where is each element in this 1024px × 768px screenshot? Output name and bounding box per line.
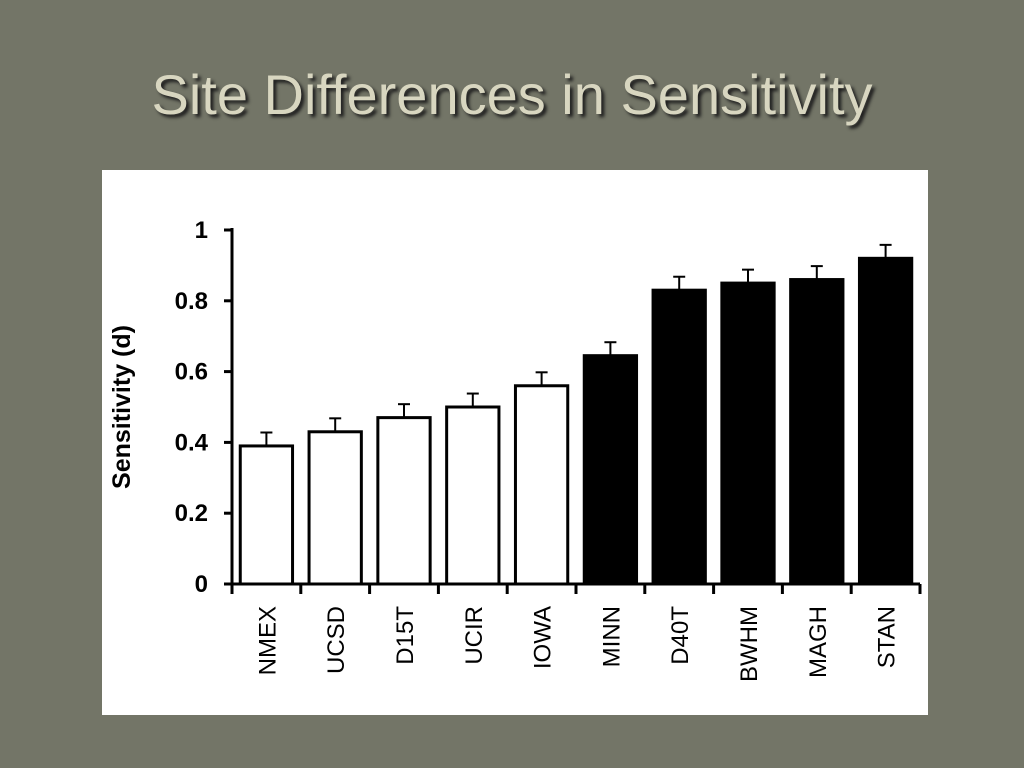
bar-chart: 0 0.2 0.4 0.6 0.8 1 NMEX UCSD D15T UCIR IOWA MINN D4… — [108, 217, 922, 682]
y-tick-label: 0.2 — [175, 500, 208, 527]
y-tick-label: 0.8 — [175, 288, 208, 315]
x-category-label: D15T — [392, 606, 419, 665]
y-tick-label: 1 — [195, 217, 208, 244]
x-category-label: D40T — [667, 606, 694, 665]
bar-minn — [582, 354, 639, 586]
x-category-label: NMEX — [254, 606, 281, 675]
bar-iowa — [513, 384, 570, 586]
bar-d15t — [376, 416, 432, 586]
y-tick-label: 0 — [195, 571, 208, 598]
x-category-label: BWHM — [736, 606, 763, 682]
x-category-label: UCIR — [461, 606, 488, 665]
bar-ucir — [445, 405, 501, 586]
x-category-label: IOWA — [530, 606, 557, 669]
axes-layer — [224, 228, 922, 594]
bar-bwhm — [720, 281, 776, 586]
x-category-label: UCSD — [323, 606, 350, 674]
x-category-label: MAGH — [805, 606, 832, 678]
bar-magh — [789, 278, 845, 586]
bar-ucsd — [307, 430, 363, 586]
y-tick-label: 0.6 — [175, 359, 208, 386]
bar-stan — [857, 256, 914, 586]
bars-layer — [238, 243, 914, 586]
y-tick-label: 0.4 — [175, 429, 209, 456]
bar-d40t — [651, 288, 707, 586]
y-axis-label: Sensitivity (d) — [108, 325, 136, 489]
chart-panel: 0 0.2 0.4 0.6 0.8 1 NMEX UCSD D15T UCIR IOWA MINN D4… — [102, 170, 928, 715]
x-category-label: MINN — [598, 606, 625, 667]
slide-title: Site Differences in Sensitivity — [151, 63, 873, 126]
bar-nmex — [238, 444, 295, 586]
labels-layer: 0 0.2 0.4 0.6 0.8 1 NMEX UCSD D15T UCIR IOWA MINN D4… — [108, 217, 901, 682]
x-category-label: STAN — [874, 606, 901, 668]
